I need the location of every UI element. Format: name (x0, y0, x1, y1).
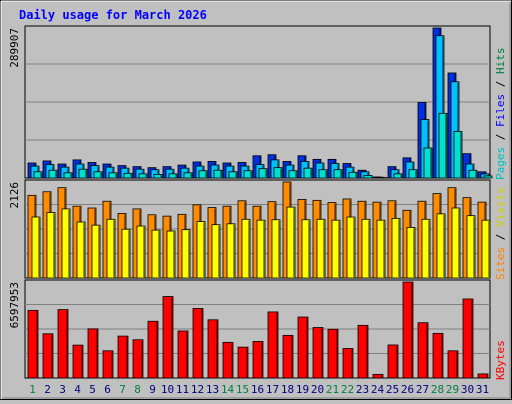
panel-bottom: 6597953 KBytes (8, 280, 507, 380)
day-label-13: 13 (206, 383, 219, 396)
day-label-8: 8 (134, 383, 141, 396)
bar-top-pages-day-31 (484, 176, 492, 178)
panel-bottom-max-label: 6597953 (8, 282, 21, 328)
day-label-29: 29 (446, 383, 459, 396)
day-label-11: 11 (176, 383, 189, 396)
panel-middle-max-label: 2126 (8, 182, 21, 209)
day-label-9: 9 (149, 383, 156, 396)
legend-kbytes: KBytes (494, 340, 507, 380)
day-label-18: 18 (281, 383, 294, 396)
day-label-27: 27 (416, 383, 429, 396)
legend-files: Files (494, 94, 507, 127)
day-label-7: 7 (119, 383, 126, 396)
day-label-19: 19 (296, 383, 309, 396)
day-label-6: 6 (104, 383, 111, 396)
day-label-5: 5 (89, 383, 96, 396)
day-label-23: 23 (356, 383, 369, 396)
legend-separator: / (494, 127, 507, 147)
day-label-24: 24 (371, 383, 385, 396)
day-label-1: 1 (29, 383, 36, 396)
legend-visits: Visits (494, 187, 507, 227)
chart-title: Daily usage for March 2026 (19, 8, 207, 22)
day-label-30: 30 (461, 383, 474, 396)
day-label-20: 20 (311, 383, 324, 396)
day-label-28: 28 (431, 383, 444, 396)
chart-panels: 289907 Pages / Files / Hits 2126 Sites / Vi… (8, 26, 507, 380)
day-label-2: 2 (44, 383, 51, 396)
panel-top: 289907 Pages / Files / Hits (8, 26, 507, 180)
legend-pages: Pages (494, 147, 507, 180)
panel-top-max-label: 289907 (8, 28, 21, 68)
bar-top-pages-day-23 (364, 175, 372, 178)
day-label-22: 22 (341, 383, 354, 396)
panel-top-legend: Pages / Files / Hits (494, 48, 507, 181)
day-label-16: 16 (251, 383, 264, 396)
day-label-10: 10 (161, 383, 174, 396)
day-label-21: 21 (326, 383, 339, 396)
panel-bottom-legend: KBytes (494, 340, 507, 380)
legend-separator: / (494, 227, 507, 247)
legend-sites: Sites (494, 247, 507, 280)
legend-separator: / (494, 74, 507, 94)
day-label-3: 3 (59, 383, 66, 396)
panel-middle-legend: Sites / Visits (494, 187, 507, 280)
legend-hits: Hits (494, 48, 507, 75)
panel-middle: 2126 Sites / Visits (8, 180, 507, 280)
day-label-14: 14 (221, 383, 235, 396)
day-label-12: 12 (191, 383, 204, 396)
day-label-4: 4 (74, 383, 81, 396)
day-label-15: 15 (236, 383, 249, 396)
day-label-17: 17 (266, 383, 279, 396)
day-label-31: 31 (476, 383, 489, 396)
day-label-25: 25 (386, 383, 399, 396)
day-label-26: 26 (401, 383, 414, 396)
